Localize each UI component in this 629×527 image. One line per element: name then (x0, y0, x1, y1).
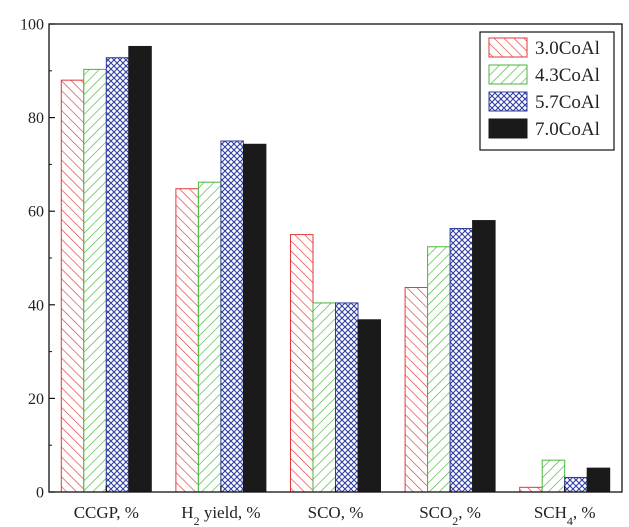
bar-4-3coal-sco2 (427, 246, 451, 493)
bar-5-7coal-ccgp (105, 57, 130, 493)
legend-label-7-0coal: 7.0CoAl (535, 119, 600, 140)
y-tick-label-0: 0 (36, 485, 44, 502)
bar-4-3coal-sco (312, 302, 336, 493)
bar-3-0coal-sch4 (519, 486, 543, 493)
legend-label-3-0coal: 3.0CoAl (535, 38, 600, 59)
bar-7-0coal-ccgp (128, 45, 152, 493)
bar-7-0coal-sch4 (586, 467, 611, 493)
bar-4-3coal-h2-yield (197, 181, 222, 493)
legend-label-4-3coal: 4.3CoAl (535, 65, 600, 86)
legend: 3.0CoAl 4.3CoAl 5.7CoAl 7.0CoAl (479, 31, 615, 151)
x-tick-label-sco2: SCO2, % (419, 503, 481, 527)
x-tick-label-sco: SCO, % (308, 503, 364, 522)
y-tick-label-80: 80 (28, 110, 44, 127)
legend-swatch-4-3coal (488, 64, 528, 85)
bar-5-7coal-sch4 (564, 476, 588, 493)
bar-5-7coal-sco (335, 302, 359, 493)
x-tick-label-h2-yield: H2 yield, % (181, 503, 260, 527)
legend-swatch-5-7coal (488, 91, 528, 112)
y-tick-label-20: 20 (28, 391, 44, 408)
axes-layer: 0 20 40 60 80 100 CCGP, % H2 yield, % SCO, % SCO2… (20, 17, 596, 527)
bar-3-0coal-h2-yield (175, 188, 199, 493)
bar-4-3coal-ccgp (83, 68, 107, 493)
bar-4-3coal-sch4 (541, 459, 566, 493)
x-tick-label-sch4: SCH4, % (534, 503, 596, 527)
bar-5-7coal-sco2 (449, 228, 474, 493)
bar-3-0coal-ccgp (60, 79, 85, 493)
legend-label-5-7coal: 5.7CoAl (535, 92, 600, 113)
bar-7-0coal-sco (357, 319, 381, 493)
bar-3-0coal-sco2 (404, 286, 429, 493)
bar-5-7coal-h2-yield (220, 140, 244, 493)
bars-layer (60, 45, 611, 493)
y-tick-label-40: 40 (28, 297, 44, 314)
x-tick-label-ccgp: CCGP, % (74, 503, 139, 522)
legend-swatch-7-0coal (488, 118, 528, 139)
bar-7-0coal-sco2 (472, 220, 496, 493)
bar-7-0coal-h2-yield (242, 143, 267, 493)
y-tick-label-100: 100 (20, 17, 44, 34)
legend-swatch-3-0coal (488, 37, 528, 58)
y-tick-label-60: 60 (28, 204, 44, 221)
bar-3-0coal-sco (290, 234, 314, 493)
